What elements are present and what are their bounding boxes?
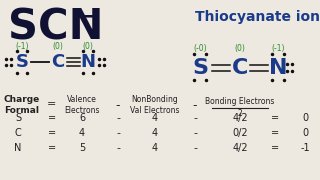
- Text: 6: 6: [79, 113, 85, 123]
- Text: −: −: [80, 6, 99, 26]
- Text: 5: 5: [79, 143, 85, 153]
- Text: S: S: [15, 53, 28, 71]
- Text: Bonding Electrons: Bonding Electrons: [205, 97, 275, 106]
- Text: -1: -1: [300, 143, 310, 153]
- Text: C: C: [232, 58, 248, 78]
- Text: 4: 4: [152, 143, 158, 153]
- Text: Thiocyanate ion: Thiocyanate ion: [195, 10, 320, 24]
- Text: =: =: [47, 99, 57, 109]
- Text: NonBonding
Val Electrons: NonBonding Val Electrons: [130, 95, 180, 115]
- Text: -: -: [193, 99, 197, 112]
- Text: N: N: [269, 58, 287, 78]
- Text: -: -: [116, 113, 120, 123]
- Text: C: C: [15, 128, 21, 138]
- Text: -: -: [193, 128, 197, 138]
- Text: 0: 0: [302, 128, 308, 138]
- Text: (-0): (-0): [193, 44, 207, 53]
- Text: (0): (0): [52, 42, 63, 51]
- Text: N: N: [81, 53, 95, 71]
- Text: Charge
Formal: Charge Formal: [4, 95, 40, 115]
- Text: C: C: [52, 53, 65, 71]
- Text: S: S: [15, 113, 21, 123]
- Text: -: -: [116, 143, 120, 153]
- Text: =: =: [48, 143, 56, 153]
- Text: N: N: [14, 143, 22, 153]
- Text: 4/2: 4/2: [232, 143, 248, 153]
- Text: =: =: [271, 128, 279, 138]
- Text: -: -: [116, 99, 120, 112]
- Text: Valence
Electrons: Valence Electrons: [64, 95, 100, 115]
- Text: SCN: SCN: [8, 6, 103, 48]
- Text: (-1): (-1): [15, 42, 29, 51]
- Text: =: =: [48, 128, 56, 138]
- Text: =: =: [271, 143, 279, 153]
- Text: 0/2: 0/2: [232, 128, 248, 138]
- Text: S: S: [192, 58, 208, 78]
- Text: =: =: [48, 113, 56, 123]
- Text: 4: 4: [152, 113, 158, 123]
- Text: -: -: [193, 143, 197, 153]
- Text: 4: 4: [152, 128, 158, 138]
- Text: -: -: [116, 128, 120, 138]
- Text: =: =: [271, 113, 279, 123]
- Text: 2: 2: [238, 109, 242, 118]
- Text: -: -: [193, 113, 197, 123]
- Text: 4: 4: [79, 128, 85, 138]
- Text: 4/2: 4/2: [232, 113, 248, 123]
- Text: 0: 0: [302, 113, 308, 123]
- Text: (0): (0): [83, 42, 93, 51]
- Text: (-1): (-1): [271, 44, 285, 53]
- Text: (0): (0): [235, 44, 245, 53]
